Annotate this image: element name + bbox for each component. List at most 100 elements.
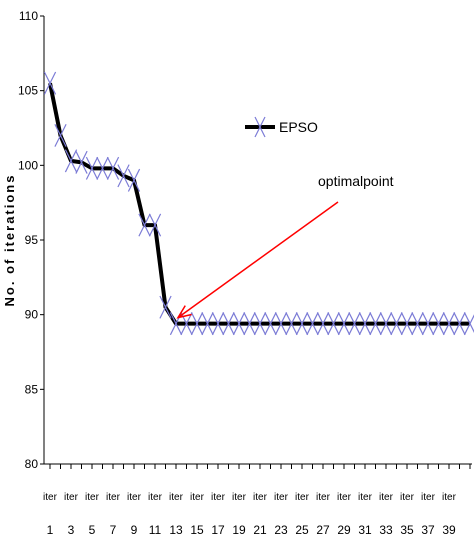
data-point: [148, 213, 162, 237]
x-tick-label-prefix: iter: [337, 492, 352, 503]
data-point: [64, 149, 78, 173]
data-point-marker: [85, 156, 99, 180]
x-tick-label-prefix: iter: [232, 492, 247, 503]
data-point: [348, 312, 361, 336]
data-point: [358, 312, 372, 336]
data-point-marker: [211, 312, 225, 336]
data-point: [127, 168, 141, 192]
x-tick-label-prefix: iter: [400, 492, 415, 503]
legend-label: EPSO: [279, 119, 318, 135]
data-point: [117, 164, 130, 188]
data-point: [432, 312, 445, 336]
x-tick-label-prefix: iter: [190, 492, 205, 503]
x-tick-label: 35: [400, 523, 414, 537]
x-tick-label: 21: [253, 523, 267, 537]
data-point-marker: [75, 150, 88, 174]
data-point-marker: [337, 312, 351, 336]
data-point-marker: [127, 168, 141, 192]
y-tick-label: 105: [18, 84, 38, 98]
data-point-marker: [274, 312, 288, 336]
data-point-marker: [106, 156, 120, 180]
data-point: [327, 312, 340, 336]
x-tick-label: 25: [295, 523, 309, 537]
x-tick-label-prefix: iter: [442, 492, 457, 503]
y-tick-label: 95: [25, 233, 39, 247]
x-tick-label-prefix: iter: [421, 492, 436, 503]
data-point: [106, 156, 120, 180]
data-point: [222, 312, 235, 336]
data-point: [243, 312, 256, 336]
data-point: [211, 312, 225, 336]
x-tick-label: 1: [47, 523, 54, 537]
data-point: [232, 312, 246, 336]
data-point-marker: [390, 312, 403, 336]
x-tick-label-prefix: iter: [43, 492, 58, 503]
y-tick-label: 110: [19, 9, 38, 23]
data-point-marker: [253, 312, 267, 336]
data-point: [85, 156, 99, 180]
annotation-arrow-line: [177, 201, 339, 319]
data-point-marker: [316, 312, 330, 336]
data-point: [295, 312, 309, 336]
data-point: [379, 312, 393, 336]
legend-swatch-marker: [254, 116, 266, 138]
data-point-marker: [432, 312, 445, 336]
x-tick-label-prefix: iter: [148, 492, 163, 503]
x-tick-label: 13: [169, 523, 183, 537]
data-point-marker: [43, 71, 57, 95]
data-point: [253, 312, 267, 336]
data-point-marker: [243, 312, 256, 336]
x-tick-label: 17: [211, 523, 225, 537]
x-tick-label-prefix: iter: [379, 492, 394, 503]
data-point: [43, 71, 57, 95]
data-point: [96, 156, 109, 180]
data-point-marker: [358, 312, 372, 336]
x-tick-label: 37: [421, 523, 435, 537]
x-tick-label: 7: [110, 523, 117, 537]
data-point: [306, 312, 319, 336]
data-point-marker: [306, 312, 319, 336]
x-tick-label: 11: [149, 523, 162, 537]
data-point: [75, 150, 88, 174]
x-tick-label-prefix: iter: [316, 492, 331, 503]
data-point-marker: [201, 312, 214, 336]
data-point: [316, 312, 330, 336]
data-point-marker: [453, 312, 466, 336]
x-tick-label: 31: [358, 523, 372, 537]
x-tick-label: 39: [442, 523, 456, 537]
data-point-marker: [264, 312, 277, 336]
x-tick-label: 9: [131, 523, 138, 537]
annotation: optimalpoint: [176, 173, 394, 319]
x-tick-label: 27: [316, 523, 330, 537]
data-point-marker: [285, 312, 298, 336]
data-point-marker: [295, 312, 309, 336]
x-tick-label: 19: [232, 523, 246, 537]
data-point: [400, 312, 414, 336]
y-tick-label: 80: [25, 457, 39, 471]
data-point: [190, 312, 204, 336]
data-point-marker: [117, 164, 130, 188]
data-point-marker: [64, 149, 78, 173]
series-layer: [43, 71, 474, 336]
x-tick-label: 33: [379, 523, 393, 537]
x-tick-label: 15: [190, 523, 204, 537]
y-tick-label: 100: [18, 158, 38, 172]
x-tick-label: 5: [89, 523, 96, 537]
x-tick-label-prefix: iter: [295, 492, 310, 503]
data-point-marker: [411, 312, 424, 336]
data-point-marker: [54, 123, 67, 147]
data-point: [201, 312, 214, 336]
data-point: [138, 213, 151, 237]
x-tick-label: 23: [274, 523, 288, 537]
x-tick-label: 3: [68, 523, 75, 537]
x-tick-label-prefix: iter: [253, 492, 268, 503]
x-tick-label-prefix: iter: [85, 492, 100, 503]
data-point-marker: [369, 312, 382, 336]
data-point: [411, 312, 424, 336]
data-point: [337, 312, 351, 336]
data-point-marker: [159, 295, 172, 319]
data-point-marker: [327, 312, 340, 336]
annotation-arrowhead: [176, 305, 192, 319]
